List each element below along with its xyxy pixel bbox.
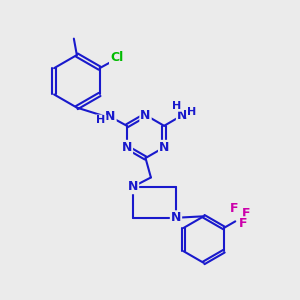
Text: N: N (122, 141, 132, 154)
Text: N: N (105, 110, 116, 123)
Text: H: H (172, 101, 181, 111)
Text: F: F (238, 217, 247, 230)
Text: F: F (242, 206, 251, 220)
Text: H: H (187, 107, 196, 117)
Text: N: N (140, 109, 151, 122)
Text: H: H (96, 116, 106, 125)
Text: N: N (177, 109, 187, 122)
Text: N: N (159, 141, 169, 154)
Text: Cl: Cl (110, 51, 123, 64)
Text: F: F (230, 202, 238, 215)
Text: N: N (128, 180, 138, 193)
Text: N: N (171, 211, 181, 224)
